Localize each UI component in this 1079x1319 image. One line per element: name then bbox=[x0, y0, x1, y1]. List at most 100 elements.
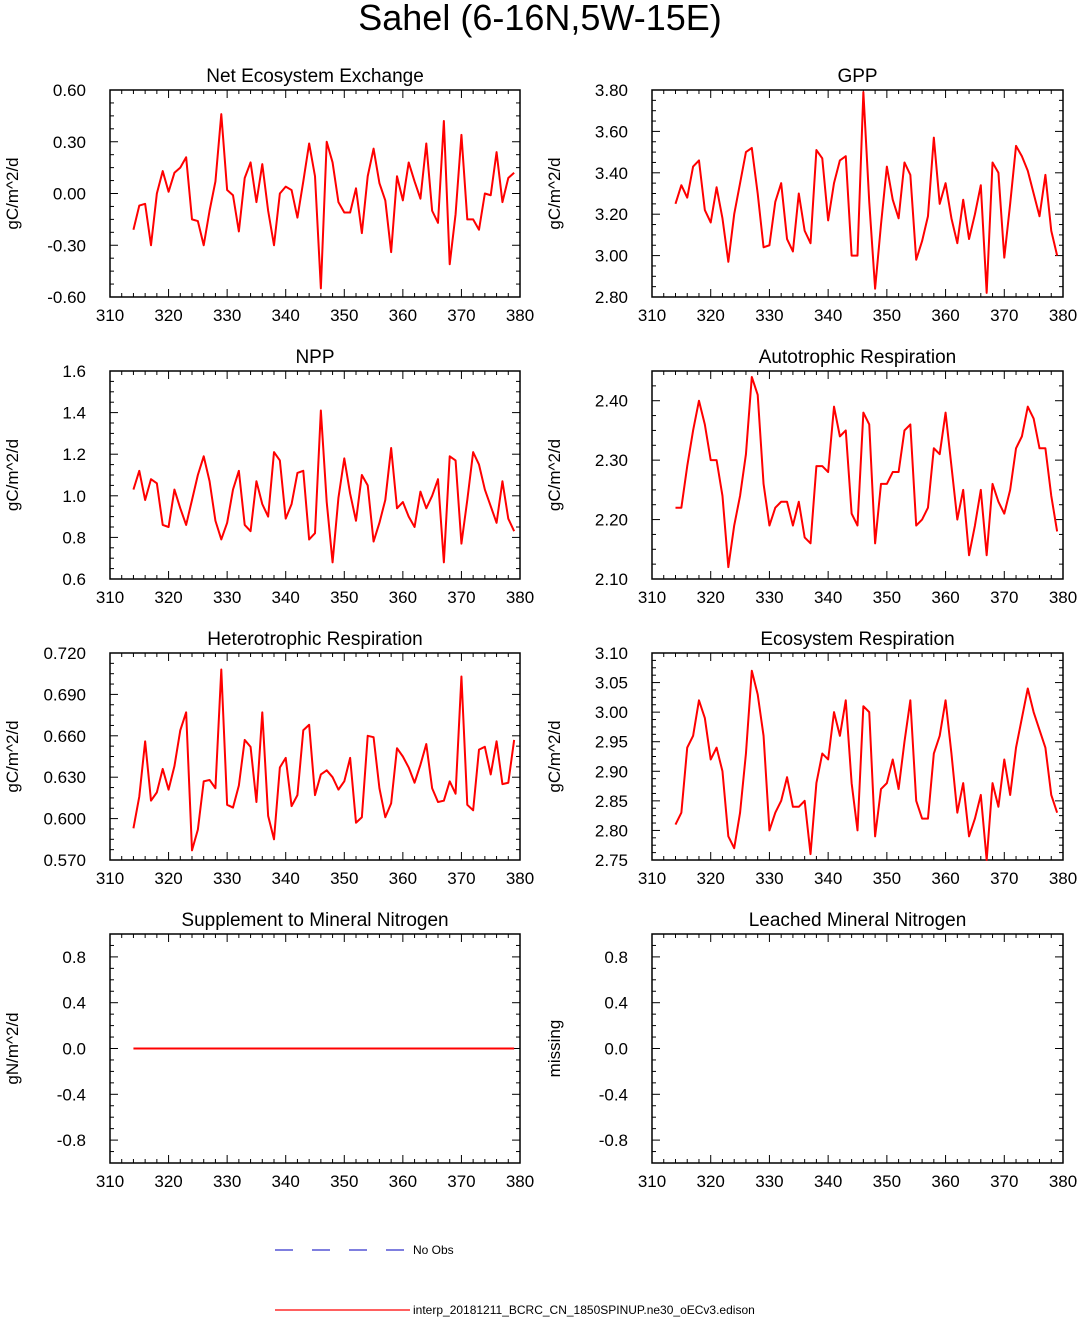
y-tick-label: 2.80 bbox=[595, 821, 628, 840]
y-tick-label: 0.0 bbox=[604, 1040, 628, 1059]
x-tick-label: 320 bbox=[697, 869, 725, 888]
x-tick-label: 380 bbox=[1049, 588, 1077, 607]
y-tick-label: 3.00 bbox=[595, 703, 628, 722]
y-tick-label: 2.40 bbox=[595, 392, 628, 411]
y-tick-label: 0.30 bbox=[53, 133, 86, 152]
chart-panel-1: GPP 310 320 330 340 350 360 370 380 2.80 3.00 3.20 3… bbox=[545, 66, 1077, 325]
y-tick-label: 0.4 bbox=[604, 994, 628, 1013]
panel-title: NPP bbox=[295, 347, 334, 368]
x-tick-label: 330 bbox=[755, 588, 783, 607]
x-tick-label: 340 bbox=[814, 306, 842, 325]
y-tick-label: 0.4 bbox=[62, 994, 86, 1013]
y-tick-label: 1.0 bbox=[62, 487, 86, 506]
x-tick-label: 340 bbox=[272, 1172, 300, 1191]
chart-panel-7: Leached Mineral Nitrogen 310 320 330 340 350 3… bbox=[545, 910, 1077, 1191]
x-tick-label: 370 bbox=[447, 588, 475, 607]
y-tick-label: 2.30 bbox=[595, 451, 628, 470]
y-tick-label: 1.6 bbox=[62, 362, 86, 381]
x-tick-label: 370 bbox=[447, 306, 475, 325]
y-tick-label: 2.95 bbox=[595, 733, 628, 752]
y-tick-label: -0.4 bbox=[57, 1085, 86, 1104]
y-tick-label: 2.75 bbox=[595, 851, 628, 870]
y-tick-label: 2.85 bbox=[595, 792, 628, 811]
y-tick-label: 0.720 bbox=[43, 644, 86, 663]
x-tick-label: 350 bbox=[873, 588, 901, 607]
x-tick-label: 320 bbox=[154, 306, 182, 325]
x-tick-label: 360 bbox=[389, 869, 417, 888]
panels: Net Ecosystem Exchange 310 320 330 340 350 360… bbox=[3, 66, 1077, 1191]
x-tick-label: 310 bbox=[638, 588, 666, 607]
y-tick-label: 0.00 bbox=[53, 185, 86, 204]
x-tick-label: 340 bbox=[814, 588, 842, 607]
chart-panel-3: Autotrophic Respiration 310 320 330 340 350 36… bbox=[545, 347, 1077, 607]
y-tick-label: -0.30 bbox=[47, 236, 86, 255]
x-tick-label: 370 bbox=[990, 306, 1018, 325]
x-tick-label: 340 bbox=[272, 306, 300, 325]
y-tick-label: 0.60 bbox=[53, 81, 86, 100]
y-tick-label: 0.0 bbox=[62, 1040, 86, 1059]
y-axis-label: gC/m^2/d bbox=[545, 720, 564, 792]
x-tick-label: 350 bbox=[330, 1172, 358, 1191]
x-tick-label: 330 bbox=[213, 1172, 241, 1191]
x-tick-label: 380 bbox=[506, 1172, 534, 1191]
y-axis-label: gC/m^2/d bbox=[3, 439, 22, 511]
x-tick-label: 330 bbox=[755, 306, 783, 325]
x-tick-label: 350 bbox=[330, 306, 358, 325]
panel-title: Heterotrophic Respiration bbox=[207, 629, 422, 650]
x-tick-label: 310 bbox=[638, 306, 666, 325]
y-tick-label: -0.8 bbox=[599, 1131, 628, 1150]
x-tick-label: 340 bbox=[814, 869, 842, 888]
y-tick-label: 3.40 bbox=[595, 164, 628, 183]
x-tick-label: 360 bbox=[931, 588, 959, 607]
panel-title: Autotrophic Respiration bbox=[759, 347, 957, 368]
x-tick-label: 340 bbox=[272, 869, 300, 888]
x-tick-label: 350 bbox=[873, 1172, 901, 1191]
x-tick-label: 310 bbox=[638, 869, 666, 888]
y-axis-label: gN/m^2/d bbox=[3, 1012, 22, 1084]
x-tick-label: 330 bbox=[213, 588, 241, 607]
y-tick-label: 0.690 bbox=[43, 685, 86, 704]
legend: No Obs interp_20181211_BCRC_CN_1850SPINUP… bbox=[275, 1243, 755, 1317]
y-tick-label: 0.8 bbox=[62, 528, 86, 547]
x-tick-label: 320 bbox=[154, 869, 182, 888]
y-tick-label: 2.10 bbox=[595, 570, 628, 589]
series-line-0 bbox=[674, 669, 1059, 861]
y-tick-label: 3.80 bbox=[595, 81, 628, 100]
x-tick-label: 320 bbox=[697, 306, 725, 325]
x-tick-label: 320 bbox=[154, 1172, 182, 1191]
x-tick-label: 360 bbox=[389, 306, 417, 325]
y-tick-label: 3.00 bbox=[595, 247, 628, 266]
plot-frame bbox=[651, 933, 1064, 1164]
y-axis-label: gC/m^2/d bbox=[545, 439, 564, 511]
chart-panel-0: Net Ecosystem Exchange 310 320 330 340 350 360… bbox=[3, 66, 534, 325]
legend-label-0: No Obs bbox=[413, 1243, 454, 1257]
x-tick-label: 380 bbox=[506, 306, 534, 325]
series-line-0 bbox=[675, 375, 1059, 569]
x-tick-label: 340 bbox=[272, 588, 300, 607]
chart-panel-4: Heterotrophic Respiration 310 320 330 340 350… bbox=[3, 629, 534, 888]
y-tick-label: -0.8 bbox=[57, 1131, 86, 1150]
x-tick-label: 370 bbox=[447, 869, 475, 888]
series-line-0 bbox=[674, 91, 1059, 294]
y-tick-label: 0.8 bbox=[604, 948, 628, 967]
y-tick-label: -0.60 bbox=[47, 288, 86, 307]
x-tick-label: 330 bbox=[213, 306, 241, 325]
plot-frame bbox=[109, 652, 521, 861]
x-tick-label: 320 bbox=[697, 588, 725, 607]
y-axis-label: gC/m^2/d bbox=[545, 157, 564, 229]
y-tick-label: 2.90 bbox=[595, 762, 628, 781]
y-axis-label: gC/m^2/d bbox=[3, 720, 22, 792]
x-tick-label: 380 bbox=[1049, 869, 1077, 888]
x-tick-label: 310 bbox=[96, 869, 124, 888]
y-tick-label: 0.8 bbox=[62, 948, 86, 967]
chart-panel-2: NPP 310 320 330 340 350 360 370 380 0.6 0.8 1.0 1.2 1… bbox=[3, 347, 534, 607]
panel-title: GPP bbox=[837, 66, 877, 87]
x-tick-label: 360 bbox=[389, 588, 417, 607]
x-tick-label: 320 bbox=[697, 1172, 725, 1191]
chart-panel-5: Ecosystem Respiration 310 320 330 340 350 360 3… bbox=[545, 629, 1077, 888]
panel-title: Leached Mineral Nitrogen bbox=[749, 910, 967, 931]
series-line-0 bbox=[132, 113, 515, 290]
x-tick-label: 310 bbox=[96, 306, 124, 325]
x-tick-label: 330 bbox=[213, 869, 241, 888]
